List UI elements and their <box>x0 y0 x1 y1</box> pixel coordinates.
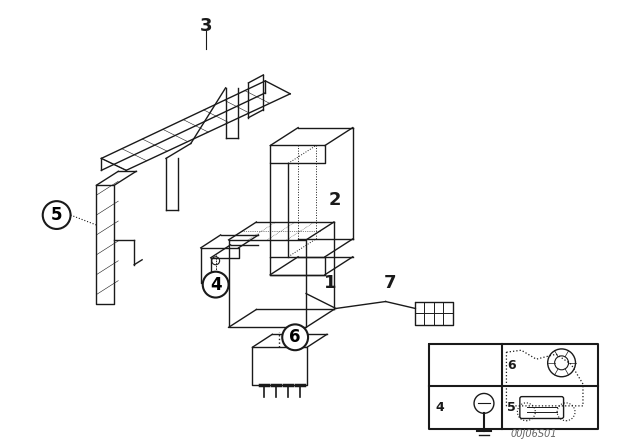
Text: 5: 5 <box>507 401 516 414</box>
Text: 4: 4 <box>435 401 444 414</box>
Circle shape <box>43 201 70 229</box>
Circle shape <box>203 271 228 297</box>
Text: 1: 1 <box>324 274 336 292</box>
Text: 6: 6 <box>507 359 516 372</box>
Text: 00J06S01: 00J06S01 <box>510 429 557 439</box>
Circle shape <box>282 324 308 350</box>
Text: 7: 7 <box>383 274 396 292</box>
Text: 4: 4 <box>210 276 221 293</box>
Text: 2: 2 <box>329 191 341 209</box>
Text: 6: 6 <box>289 328 301 346</box>
Text: 5: 5 <box>51 206 62 224</box>
Text: 3: 3 <box>200 17 212 35</box>
